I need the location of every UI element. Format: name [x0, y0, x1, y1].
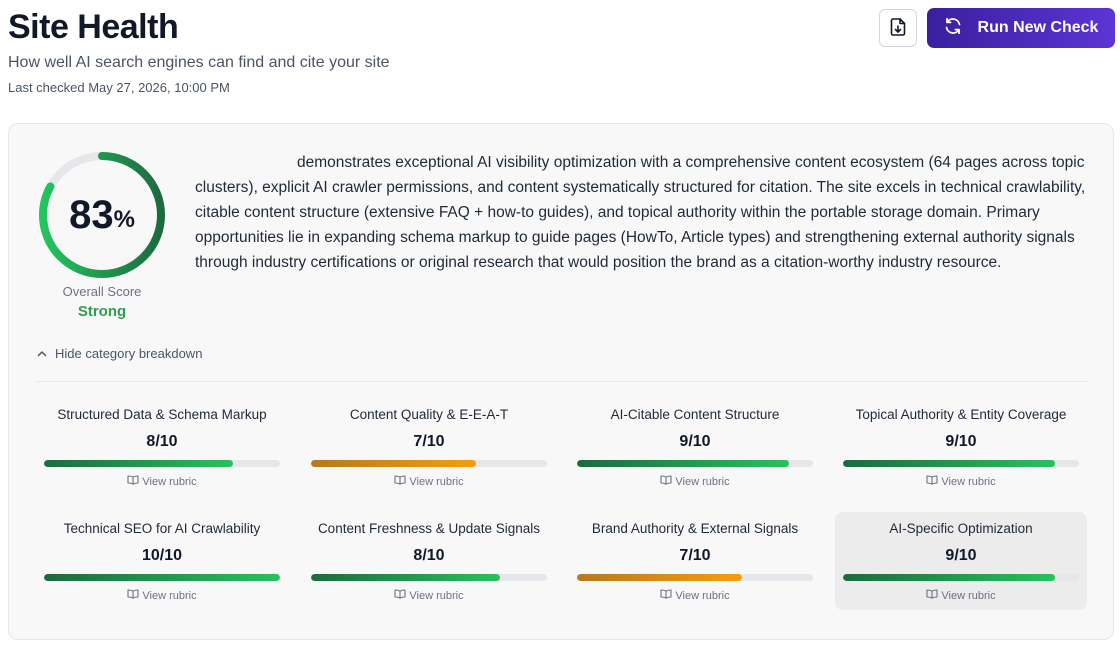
category-card: Content Freshness & Update Signals 8/10 Vi…: [303, 512, 555, 610]
category-name: Content Freshness & Update Signals: [317, 521, 541, 536]
category-score: 8/10: [146, 433, 178, 450]
score-unit: %: [113, 206, 135, 233]
book-icon: [660, 475, 672, 488]
view-rubric-link[interactable]: View rubric: [569, 475, 821, 488]
run-new-check-label: Run New Check: [977, 19, 1099, 36]
export-report-button[interactable]: [879, 9, 917, 47]
category-progress-track: [843, 574, 1079, 581]
category-progress-fill: [577, 574, 743, 581]
category-progress-fill: [311, 574, 500, 581]
category-card: Technical SEO for AI Crawlability 10/10 Vi…: [36, 512, 288, 610]
category-name: Brand Authority & External Signals: [591, 521, 799, 536]
last-checked-timestamp: Last checked May 27, 2026, 10:00 PM: [8, 80, 230, 95]
category-progress-track: [577, 574, 813, 581]
view-rubric-label: View rubric: [675, 589, 730, 602]
score-value: 83: [69, 192, 114, 237]
view-rubric-label: View rubric: [409, 475, 464, 488]
page-header: Site Health How well AI search engines c…: [8, 6, 390, 97]
view-rubric-link[interactable]: View rubric: [303, 589, 555, 602]
site-health-card: 83% Overall Score Strong demonstrates ex…: [8, 123, 1114, 640]
category-card: Brand Authority & External Signals 7/10 Vi…: [569, 512, 821, 610]
category-name: Content Quality & E-E-A-T: [349, 407, 509, 422]
category-progress-fill: [843, 460, 1056, 467]
book-icon: [660, 589, 672, 602]
category-score: 7/10: [413, 433, 445, 450]
category-progress-fill: [311, 460, 477, 467]
view-rubric-label: View rubric: [675, 475, 730, 488]
score-gauge-arc: [39, 152, 165, 278]
category-score: 9/10: [945, 433, 977, 450]
view-rubric-label: View rubric: [142, 589, 197, 602]
category-progress-fill: [44, 574, 280, 581]
category-name: AI-Citable Content Structure: [610, 407, 780, 422]
book-icon: [926, 475, 938, 488]
category-score: 8/10: [413, 547, 445, 564]
category-progress-track: [311, 460, 547, 467]
page-subtitle: How well AI search engines can find and …: [8, 54, 390, 71]
category-progress-track: [577, 460, 813, 467]
page-title: Site Health: [8, 8, 179, 46]
summary-text: demonstrates exceptional AI visibility o…: [195, 154, 1086, 271]
category-card: Structured Data & Schema Markup 8/10 View …: [36, 398, 288, 496]
category-score: 9/10: [945, 547, 977, 564]
category-score: 9/10: [679, 433, 711, 450]
file-download-icon: [890, 17, 906, 39]
category-card: AI-Citable Content Structure 9/10 View rub…: [569, 398, 821, 496]
overall-score: 83% Overall Score Strong: [37, 150, 167, 320]
category-score: 10/10: [141, 547, 183, 564]
category-name: AI-Specific Optimization: [889, 521, 1033, 536]
category-score: 7/10: [679, 547, 711, 564]
category-card: AI-Specific Optimization 9/10 View rubric: [835, 512, 1087, 610]
category-progress-track: [44, 574, 280, 581]
view-rubric-link[interactable]: View rubric: [36, 589, 288, 602]
view-rubric-link[interactable]: View rubric: [303, 475, 555, 488]
hide-category-breakdown-toggle[interactable]: Hide category breakdown: [37, 346, 202, 361]
category-progress-track: [44, 460, 280, 467]
view-rubric-link[interactable]: View rubric: [569, 589, 821, 602]
category-card: Content Quality & E-E-A-T 7/10 View rubric: [303, 398, 555, 496]
category-progress-fill: [843, 574, 1056, 581]
toggle-label: Hide category breakdown: [55, 346, 203, 361]
view-rubric-link[interactable]: View rubric: [835, 589, 1087, 602]
category-name: Topical Authority & Entity Coverage: [855, 407, 1067, 422]
category-progress-track: [843, 460, 1079, 467]
book-icon: [926, 589, 938, 602]
category-name: Structured Data & Schema Markup: [57, 407, 267, 422]
view-rubric-link[interactable]: View rubric: [36, 475, 288, 488]
run-new-check-button[interactable]: Run New Check: [927, 8, 1115, 48]
category-progress-track: [311, 574, 547, 581]
view-rubric-label: View rubric: [409, 589, 464, 602]
category-card: Topical Authority & Entity Coverage 9/10 V…: [835, 398, 1087, 496]
category-name: Technical SEO for AI Crawlability: [63, 521, 261, 536]
book-icon: [394, 475, 406, 488]
category-progress-fill: [577, 460, 790, 467]
divider: [36, 381, 1088, 382]
refresh-icon: [944, 17, 962, 40]
score-rating: Strong: [77, 303, 127, 320]
book-icon: [394, 589, 406, 602]
book-icon: [127, 589, 139, 602]
book-icon: [127, 475, 139, 488]
view-rubric-label: View rubric: [941, 475, 996, 488]
score-gauge: 83%: [37, 150, 167, 280]
view-rubric-label: View rubric: [941, 589, 996, 602]
view-rubric-link[interactable]: View rubric: [835, 475, 1087, 488]
view-rubric-label: View rubric: [142, 475, 197, 488]
category-progress-fill: [44, 460, 233, 467]
score-label: Overall Score: [62, 284, 142, 299]
chevron-up-icon: [37, 346, 47, 361]
